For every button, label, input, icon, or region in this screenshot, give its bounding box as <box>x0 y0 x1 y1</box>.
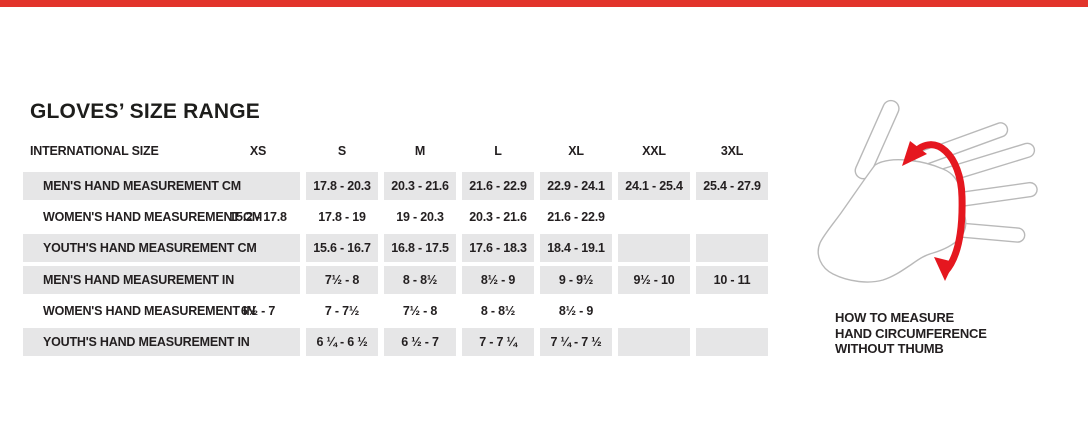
row-label-cell: WOMEN'S HAND MEASUREMENT CM 15.2 - 17.8 <box>23 203 300 231</box>
top-accent-bar <box>0 0 1088 7</box>
table-row: WOMEN'S HAND MEASUREMENT CM 15.2 - 17.8 … <box>23 203 780 231</box>
size-header-s: S <box>337 143 347 158</box>
size-value-cell: 6 ¼ - 6 ½ <box>306 328 378 356</box>
size-value-cell <box>696 297 768 325</box>
table-row: MEN'S HAND MEASUREMENT CM 17.8 - 20.3 20.… <box>23 172 780 200</box>
row-label-cell: YOUTH'S HAND MEASUREMENT IN <box>23 328 300 356</box>
table-header-row: INTERNATIONAL SIZE XS S M L XL XXL 3XL <box>23 143 780 158</box>
size-value-cell <box>696 203 768 231</box>
size-header-3xl: 3XL <box>720 143 744 158</box>
hand-illustration <box>817 99 1038 283</box>
size-value-cell: 19 - 20.3 <box>396 210 444 224</box>
measure-caption: HOW TO MEASURE HAND CIRCUMFERENCE WITHOU… <box>835 310 987 356</box>
row-label: YOUTH'S HAND MEASUREMENT IN <box>43 335 250 349</box>
gloves-size-table: INTERNATIONAL SIZE XS S M L XL XXL 3XL M… <box>23 143 780 359</box>
row-label: MEN'S HAND MEASUREMENT CM <box>43 179 241 193</box>
row-label-cell: MEN'S HAND MEASUREMENT CM <box>23 172 300 200</box>
table-body: MEN'S HAND MEASUREMENT CM 17.8 - 20.3 20.… <box>23 172 780 356</box>
size-value-cell <box>618 234 690 262</box>
size-value-cell: 20.3 - 21.6 <box>469 210 527 224</box>
arrow-head-bottom <box>934 257 954 281</box>
row-label: WOMEN'S HAND MEASUREMENT IN <box>43 304 256 318</box>
xs-value: 15.2 - 17.8 <box>229 210 287 224</box>
row-label-cell: MEN'S HAND MEASUREMENT IN <box>23 266 300 294</box>
row-label: MEN'S HAND MEASUREMENT IN <box>43 273 235 287</box>
size-value-cell: 6 ½ - 7 <box>384 328 456 356</box>
size-value-cell: 17.8 - 19 <box>318 210 366 224</box>
arrow-head-top <box>902 141 927 166</box>
size-value-cell <box>618 328 690 356</box>
row-label: YOUTH'S HAND MEASUREMENT CM <box>43 241 257 255</box>
size-header-l: L <box>494 143 502 158</box>
size-value-cell: 16.8 - 17.5 <box>384 234 456 262</box>
size-value-cell: 8½ - 9 <box>462 266 534 294</box>
size-value-cell: 9½ - 10 <box>618 266 690 294</box>
size-value-cell: 7 - 7½ <box>324 304 360 318</box>
size-value-cell: 8½ - 9 <box>558 304 594 318</box>
size-value-cell: 7 - 7 ¼ <box>462 328 534 356</box>
thumb <box>854 99 900 180</box>
row-label-cell: YOUTH'S HAND MEASUREMENT CM <box>23 234 300 262</box>
size-value-cell: 25.4 - 27.9 <box>696 172 768 200</box>
measure-guide: HOW TO MEASURE HAND CIRCUMFERENCE WITHOU… <box>815 93 1065 363</box>
size-header-m: M <box>414 143 426 158</box>
row-label: WOMEN'S HAND MEASUREMENT CM <box>43 210 263 224</box>
xs-value: 6½ - 7 <box>240 304 276 318</box>
size-value-cell <box>696 328 768 356</box>
size-value-cell: 18.4 - 19.1 <box>540 234 612 262</box>
table-row: WOMEN'S HAND MEASUREMENT IN 6½ - 7 7 - 7… <box>23 297 780 325</box>
measure-arrow <box>902 141 966 281</box>
size-value-cell: 21.6 - 22.9 <box>547 210 605 224</box>
size-value-cell: 20.3 - 21.6 <box>384 172 456 200</box>
size-value-cell <box>618 297 690 325</box>
row-label-cell: WOMEN'S HAND MEASUREMENT IN 6½ - 7 <box>23 297 300 325</box>
size-value-cell: 7½ - 8 <box>402 304 438 318</box>
size-header-xs: XS <box>249 143 267 158</box>
size-value-cell: 15.6 - 16.7 <box>306 234 378 262</box>
size-value-cell: 7 ¼ - 7 ½ <box>540 328 612 356</box>
size-value-cell: 21.6 - 22.9 <box>462 172 534 200</box>
size-value-cell: 9 - 9½ <box>540 266 612 294</box>
size-value-cell: 7½ - 8 <box>306 266 378 294</box>
size-value-cell: 8 - 8½ <box>384 266 456 294</box>
size-header-xl: XL <box>568 143 584 158</box>
size-value-cell <box>618 203 690 231</box>
size-value-cell: 24.1 - 25.4 <box>618 172 690 200</box>
table-row: YOUTH'S HAND MEASUREMENT CM 15.6 - 16.7 1… <box>23 234 780 262</box>
size-value-cell: 17.8 - 20.3 <box>306 172 378 200</box>
size-value-cell: 10 - 11 <box>696 266 768 294</box>
size-value-cell: 8 - 8½ <box>480 304 516 318</box>
size-value-cell: 22.9 - 24.1 <box>540 172 612 200</box>
size-value-cell <box>696 234 768 262</box>
page-title: GLOVES’ SIZE RANGE <box>30 100 260 123</box>
size-value-cell: 17.6 - 18.3 <box>462 234 534 262</box>
size-header-xxl: XXL <box>642 143 666 158</box>
international-size-header: INTERNATIONAL SIZE <box>30 143 159 158</box>
